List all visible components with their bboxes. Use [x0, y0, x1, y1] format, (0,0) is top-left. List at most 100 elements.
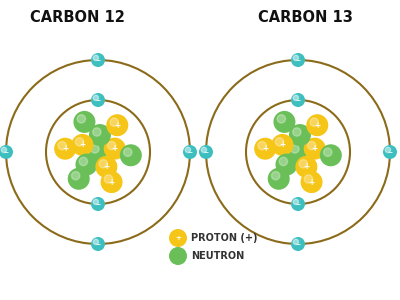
Text: CARBON 12: CARBON 12: [30, 10, 125, 25]
Circle shape: [75, 138, 84, 146]
Circle shape: [291, 53, 305, 67]
Text: −: −: [95, 58, 101, 62]
Circle shape: [0, 145, 13, 159]
Circle shape: [104, 138, 126, 160]
Circle shape: [58, 141, 66, 150]
Text: −: −: [295, 98, 301, 103]
Text: +: +: [312, 144, 318, 153]
Circle shape: [100, 171, 122, 193]
Circle shape: [289, 124, 311, 146]
Circle shape: [291, 145, 299, 153]
Text: +: +: [103, 162, 110, 171]
Circle shape: [274, 111, 296, 133]
Circle shape: [91, 145, 99, 153]
Circle shape: [385, 147, 390, 153]
Circle shape: [108, 141, 116, 150]
Circle shape: [91, 197, 105, 211]
Circle shape: [169, 247, 187, 265]
Circle shape: [258, 141, 266, 150]
Circle shape: [275, 138, 284, 146]
Circle shape: [291, 93, 305, 107]
Text: +: +: [262, 144, 268, 153]
Circle shape: [268, 168, 290, 190]
Text: NEUTRON: NEUTRON: [191, 251, 244, 261]
Circle shape: [295, 156, 317, 178]
Circle shape: [291, 197, 305, 211]
Circle shape: [183, 145, 197, 159]
Circle shape: [383, 145, 397, 159]
Circle shape: [76, 154, 98, 175]
Text: −: −: [3, 149, 9, 154]
Text: +: +: [108, 178, 115, 187]
Circle shape: [293, 128, 301, 136]
Circle shape: [106, 114, 128, 136]
Text: −: −: [95, 202, 101, 206]
Circle shape: [300, 171, 322, 193]
Text: +: +: [279, 140, 286, 149]
Circle shape: [99, 160, 108, 168]
Text: −: −: [295, 242, 301, 247]
Circle shape: [304, 175, 313, 183]
Circle shape: [93, 199, 98, 205]
Circle shape: [199, 145, 213, 159]
Circle shape: [89, 124, 111, 146]
Circle shape: [320, 144, 342, 166]
Text: +: +: [112, 144, 118, 153]
Circle shape: [95, 156, 117, 178]
Circle shape: [68, 168, 90, 190]
Circle shape: [299, 160, 308, 168]
Circle shape: [1, 147, 6, 153]
Circle shape: [277, 115, 286, 123]
Circle shape: [93, 239, 98, 244]
Text: +: +: [175, 235, 181, 241]
Circle shape: [110, 118, 118, 126]
Text: −: −: [295, 58, 301, 62]
Circle shape: [185, 147, 190, 153]
Circle shape: [87, 141, 109, 163]
Circle shape: [310, 118, 318, 126]
Text: +: +: [114, 121, 120, 130]
Circle shape: [272, 134, 294, 156]
Circle shape: [93, 95, 98, 100]
Circle shape: [293, 55, 298, 61]
Text: +: +: [303, 162, 310, 171]
Circle shape: [324, 148, 332, 156]
Circle shape: [276, 154, 298, 175]
Text: −: −: [295, 202, 301, 206]
Circle shape: [120, 144, 142, 166]
Circle shape: [272, 172, 280, 180]
Circle shape: [293, 199, 298, 205]
Circle shape: [293, 239, 298, 244]
Circle shape: [74, 111, 96, 133]
Circle shape: [254, 138, 276, 160]
Circle shape: [201, 147, 206, 153]
Circle shape: [104, 175, 113, 183]
Text: CARBON 13: CARBON 13: [258, 10, 353, 25]
Text: +: +: [62, 144, 68, 153]
Circle shape: [293, 95, 298, 100]
Circle shape: [93, 128, 101, 136]
Text: −: −: [95, 242, 101, 247]
Text: PROTON (+): PROTON (+): [191, 233, 258, 243]
Circle shape: [124, 148, 132, 156]
Text: +: +: [308, 178, 315, 187]
Circle shape: [169, 229, 187, 247]
Circle shape: [91, 53, 105, 67]
Circle shape: [91, 93, 105, 107]
Text: −: −: [203, 149, 209, 154]
Circle shape: [306, 114, 328, 136]
Circle shape: [91, 237, 105, 251]
Text: +: +: [79, 140, 86, 149]
Text: −: −: [387, 149, 393, 154]
Text: −: −: [187, 149, 193, 154]
Circle shape: [308, 141, 316, 150]
Circle shape: [279, 157, 288, 166]
Circle shape: [304, 138, 326, 160]
Circle shape: [72, 172, 80, 180]
Circle shape: [54, 138, 76, 160]
Circle shape: [72, 134, 94, 156]
Circle shape: [93, 55, 98, 61]
Text: −: −: [95, 98, 101, 103]
Text: +: +: [314, 121, 320, 130]
Circle shape: [77, 115, 86, 123]
